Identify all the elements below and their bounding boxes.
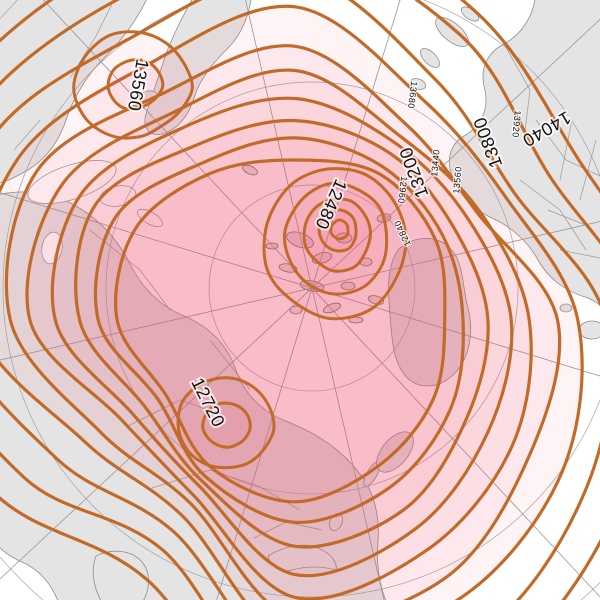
contour-label-13920: 13920 [510, 110, 522, 138]
contour-label-13440: 13440 [429, 149, 441, 177]
contour-label-13560: 13560 [451, 166, 463, 194]
contour-label-13680: 13680 [406, 81, 419, 110]
contour-label-12960: 12960 [396, 176, 409, 205]
